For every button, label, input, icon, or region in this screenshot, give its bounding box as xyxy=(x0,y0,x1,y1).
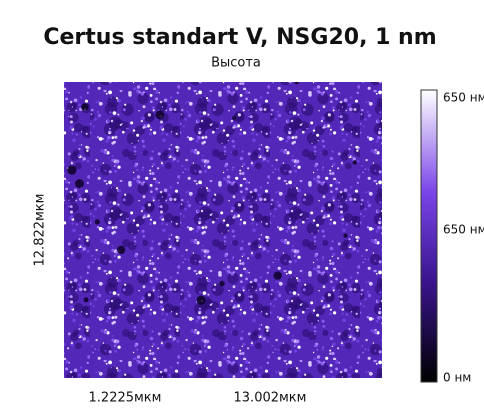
dark-spot xyxy=(219,281,224,286)
colorbar-label: 650 нм xyxy=(443,91,484,105)
dark-spot xyxy=(196,296,205,305)
dark-spot xyxy=(81,103,88,110)
x-axis-label: 1.2225мкм xyxy=(89,391,162,406)
dark-spot xyxy=(353,160,357,164)
dark-spot xyxy=(155,110,164,119)
title: Certus standart V, NSG20, 1 nm xyxy=(43,25,436,50)
afm-view: Certus standart V, NSG20, 1 nm Высота 65… xyxy=(0,0,484,413)
dark-spot xyxy=(232,116,236,120)
dark-spot xyxy=(274,271,282,279)
x-axis-label: 13.002мкм xyxy=(234,391,307,406)
colorbar-label: 0 нм xyxy=(443,371,471,385)
colorbar xyxy=(421,90,437,382)
dark-spot xyxy=(117,246,125,254)
colorbar-label: 650 нм xyxy=(443,223,484,237)
dark-spot xyxy=(343,234,347,238)
height-image xyxy=(64,82,382,378)
dark-spot xyxy=(75,179,84,188)
dark-spot xyxy=(67,165,76,174)
dark-spot xyxy=(84,297,89,302)
subtitle: Высота xyxy=(211,56,261,71)
dark-spot xyxy=(95,219,100,224)
y-axis-label: 12.822мкм xyxy=(33,194,48,267)
